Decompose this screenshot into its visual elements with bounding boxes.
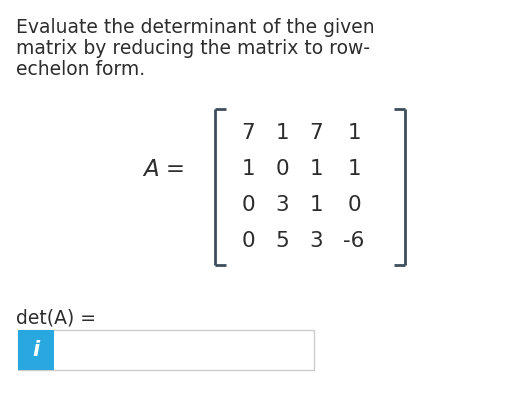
Text: 1: 1 bbox=[241, 159, 255, 179]
FancyBboxPatch shape bbox=[18, 330, 314, 370]
Text: 1: 1 bbox=[309, 195, 323, 215]
Text: 1: 1 bbox=[275, 123, 289, 143]
Text: 3: 3 bbox=[309, 231, 323, 251]
Text: 3: 3 bbox=[275, 195, 289, 215]
Text: 0: 0 bbox=[275, 159, 289, 179]
Text: echelon form.: echelon form. bbox=[16, 60, 145, 79]
Text: 0: 0 bbox=[347, 195, 361, 215]
Text: 0: 0 bbox=[241, 231, 255, 251]
Text: 7: 7 bbox=[309, 123, 323, 143]
Text: 5: 5 bbox=[275, 231, 289, 251]
Text: 0: 0 bbox=[241, 195, 255, 215]
Text: det(A) =: det(A) = bbox=[16, 308, 96, 327]
Text: matrix by reducing the matrix to row-: matrix by reducing the matrix to row- bbox=[16, 39, 370, 58]
Text: 1: 1 bbox=[309, 159, 323, 179]
Text: 1: 1 bbox=[347, 159, 361, 179]
Text: Evaluate the determinant of the given: Evaluate the determinant of the given bbox=[16, 18, 375, 37]
Text: 7: 7 bbox=[241, 123, 255, 143]
FancyBboxPatch shape bbox=[18, 330, 54, 370]
Text: -6: -6 bbox=[343, 231, 365, 251]
Text: i: i bbox=[32, 340, 39, 360]
Text: A =: A = bbox=[143, 158, 185, 181]
Text: 1: 1 bbox=[347, 123, 361, 143]
